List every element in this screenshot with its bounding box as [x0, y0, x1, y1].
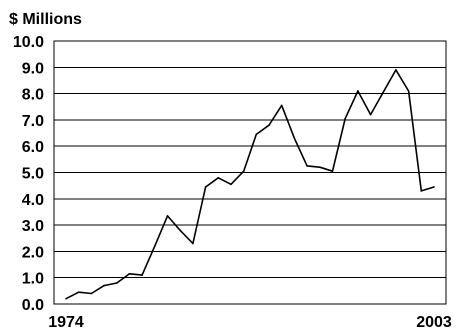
data-point [369, 113, 372, 116]
data-point [90, 292, 93, 295]
gridlines [54, 66, 446, 279]
data-point [179, 229, 182, 232]
y-tick-label: 7.0 [22, 113, 44, 130]
data-point [103, 284, 105, 287]
data-point [293, 137, 296, 140]
y-tick-label: 0.0 [22, 297, 44, 314]
y-axis-tick-labels: 0.0 1.0 2.0 3.0 4.0 5.0 6.0 7.0 8.0 9.0 10.0 [13, 34, 44, 314]
data-point [407, 90, 410, 92]
y-tick-label: 6.0 [22, 139, 44, 156]
y-tick-label: 8.0 [22, 87, 44, 104]
y-tick-label: 5.0 [22, 166, 44, 183]
plot-frame [53, 40, 447, 305]
data-point [115, 282, 118, 284]
data-point [433, 186, 435, 188]
data-point [318, 166, 321, 169]
y-tick-label: 1.0 [22, 271, 44, 288]
x-axis-tick-labels: 1974 2003 [48, 314, 452, 331]
data-point [192, 242, 194, 245]
data-point [77, 291, 80, 293]
data-point [280, 104, 283, 107]
data-point [382, 91, 385, 94]
y-tick-label: 9.0 [22, 60, 44, 77]
data-point [217, 176, 220, 179]
y-tick-label: 4.0 [22, 192, 44, 209]
data-point [357, 90, 359, 92]
x-tick-label: 1974 [48, 314, 84, 331]
data-point [65, 297, 67, 300]
data-point [242, 170, 245, 172]
data-point [331, 170, 334, 172]
data-point [255, 133, 258, 136]
data-point [204, 186, 207, 188]
y-axis-unit-label: $ Millions [9, 11, 82, 28]
y-tick-label: 2.0 [22, 244, 44, 261]
data-point [344, 117, 346, 120]
data-point [128, 272, 131, 275]
data-point [141, 274, 143, 276]
data-point [268, 124, 270, 126]
y-tick-label: 10.0 [13, 34, 44, 51]
y-tick-label: 3.0 [22, 218, 44, 235]
data-points [65, 69, 435, 300]
data-point [306, 165, 308, 167]
data-point [166, 215, 169, 217]
data-point [395, 69, 397, 71]
data-point [420, 190, 423, 192]
x-tick-label: 2003 [416, 314, 452, 331]
data-point [154, 245, 156, 247]
series-line [65, 69, 435, 300]
data-point [230, 183, 232, 186]
